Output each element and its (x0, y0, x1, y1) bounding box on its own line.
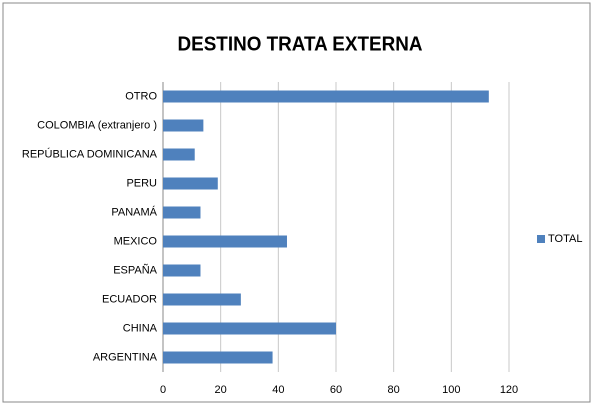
legend-label: TOTAL (548, 233, 582, 245)
bar (163, 177, 218, 190)
y-tick-label: COLOMBIA (extranjero ) (37, 119, 157, 131)
y-tick-label: ARGENTINA (93, 351, 158, 363)
bar (163, 148, 195, 161)
y-tick-label: ESPAÑA (113, 263, 157, 276)
bar (163, 90, 489, 103)
legend-swatch (537, 235, 545, 243)
bar (163, 351, 273, 364)
x-tick-label: 60 (330, 384, 342, 396)
bar (163, 119, 204, 132)
chart-title: DESTINO TRATA EXTERNA (178, 33, 423, 55)
x-tick-label: 80 (388, 384, 400, 396)
bar (163, 322, 336, 335)
y-tick-label: REPÚBLICA DOMINICANA (22, 147, 158, 160)
y-tick-label: PANAMÁ (111, 205, 157, 218)
x-tick-label: 100 (442, 384, 460, 396)
y-tick-label: OTRO (125, 90, 157, 102)
y-tick-label: MEXICO (114, 235, 158, 247)
bar (163, 235, 287, 248)
bar (163, 264, 201, 277)
x-tick-label: 20 (215, 384, 227, 396)
x-tick-label: 120 (500, 384, 518, 396)
y-tick-label: CHINA (123, 322, 158, 334)
x-tick-label: 40 (272, 384, 284, 396)
bar (163, 206, 201, 219)
chart-border (2, 2, 591, 403)
x-tick-label: 0 (160, 384, 166, 396)
bar (163, 293, 241, 306)
y-tick-label: ECUADOR (102, 293, 157, 305)
y-tick-label: PERU (126, 177, 157, 189)
